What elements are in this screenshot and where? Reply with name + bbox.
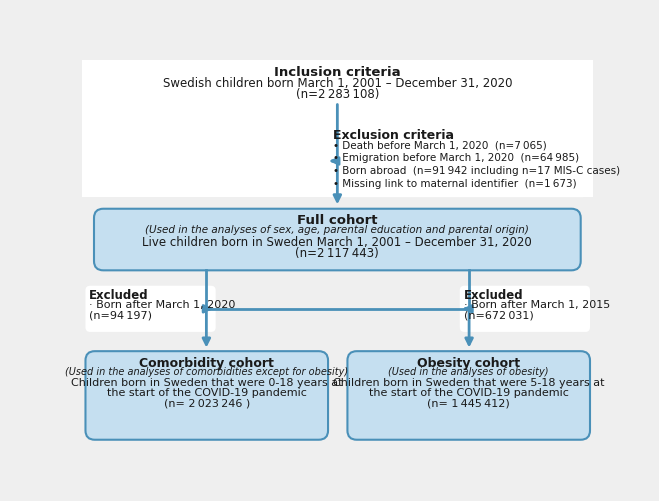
Bar <box>82 60 593 197</box>
Text: Excluded: Excluded <box>90 289 149 302</box>
Text: (n=2 283 108): (n=2 283 108) <box>296 88 379 101</box>
Text: · Born after March 1, 2015: · Born after March 1, 2015 <box>464 300 610 310</box>
Text: (Used in the analyses of obesity): (Used in the analyses of obesity) <box>388 367 549 377</box>
FancyBboxPatch shape <box>94 209 581 271</box>
FancyBboxPatch shape <box>86 286 215 332</box>
Text: Inclusion criteria: Inclusion criteria <box>274 66 401 79</box>
FancyBboxPatch shape <box>86 351 328 440</box>
FancyBboxPatch shape <box>326 126 587 197</box>
Text: (Used in the analyses of sex, age, parental education and parental origin): (Used in the analyses of sex, age, paren… <box>146 225 529 235</box>
FancyBboxPatch shape <box>347 351 590 440</box>
Text: Obesity cohort: Obesity cohort <box>417 357 520 370</box>
Text: Full cohort: Full cohort <box>297 214 378 227</box>
Text: Children born in Sweden that were 5-18 years at: Children born in Sweden that were 5-18 y… <box>333 378 604 388</box>
Text: the start of the COVID-19 pandemic: the start of the COVID-19 pandemic <box>369 388 569 398</box>
Text: the start of the COVID-19 pandemic: the start of the COVID-19 pandemic <box>107 388 306 398</box>
Text: (n= 1 445 412): (n= 1 445 412) <box>427 399 510 409</box>
Text: (Used in the analyses of comorbidities except for obesity): (Used in the analyses of comorbidities e… <box>65 367 349 377</box>
Text: Excluded: Excluded <box>464 289 523 302</box>
Text: Live children born in Sweden March 1, 2001 – December 31, 2020: Live children born in Sweden March 1, 20… <box>142 235 532 248</box>
Text: (n=2 117 443): (n=2 117 443) <box>295 247 379 260</box>
Text: (n= 2 023 246 ): (n= 2 023 246 ) <box>163 399 250 409</box>
Text: (n=672 031): (n=672 031) <box>464 311 533 320</box>
Text: · Born after March 1, 2020: · Born after March 1, 2020 <box>90 300 236 310</box>
Text: • Born abroad  (n=91 942 including n=17 MIS-C cases): • Born abroad (n=91 942 including n=17 M… <box>333 166 620 176</box>
Text: • Death before March 1, 2020  (n=7 065): • Death before March 1, 2020 (n=7 065) <box>333 140 546 150</box>
FancyBboxPatch shape <box>460 286 590 332</box>
Text: • Missing link to maternal identifier  (n=1 673): • Missing link to maternal identifier (n… <box>333 179 577 189</box>
Text: Swedish children born March 1, 2001 – December 31, 2020: Swedish children born March 1, 2001 – De… <box>163 77 512 90</box>
Text: Comorbidity cohort: Comorbidity cohort <box>139 357 274 370</box>
Text: • Emigration before March 1, 2020  (n=64 985): • Emigration before March 1, 2020 (n=64 … <box>333 153 579 163</box>
Text: Children born in Sweden that were 0-18 years at: Children born in Sweden that were 0-18 y… <box>71 378 343 388</box>
Text: Exclusion criteria: Exclusion criteria <box>333 129 453 142</box>
Text: (n=94 197): (n=94 197) <box>90 311 152 320</box>
